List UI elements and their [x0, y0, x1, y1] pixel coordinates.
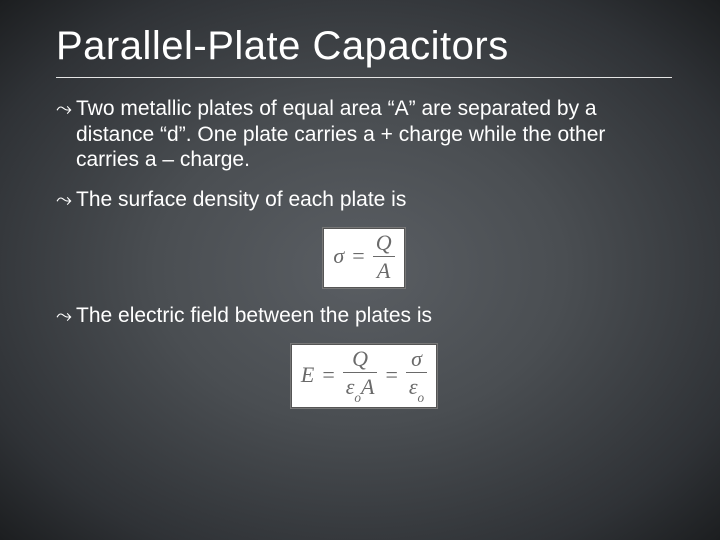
eq-numerator: Q: [349, 347, 371, 370]
slide-title: Parallel-Plate Capacitors: [56, 24, 672, 69]
bullet-item-1: ⤳ Two metallic plates of equal area “A” …: [56, 96, 672, 173]
bullet-text: The surface density of each plate is: [76, 187, 672, 213]
bullet-glyph-icon: ⤳: [56, 187, 72, 213]
eq-denominator: A: [374, 259, 393, 282]
eq-numerator: Q: [373, 231, 395, 254]
bullet-item-3: ⤳ The electric field between the plates …: [56, 303, 672, 329]
equation-efield: E = Q εoA = σ εo: [290, 343, 438, 409]
bullet-item-2: ⤳ The surface density of each plate is: [56, 187, 672, 213]
eq-numerator: σ: [408, 347, 425, 370]
eq-symbol-sigma: σ: [333, 245, 344, 267]
eq-fraction-bar: [343, 372, 378, 373]
bullet-glyph-icon: ⤳: [56, 96, 72, 122]
eq-fraction: Q A: [373, 231, 395, 282]
equation-1-wrap: σ = Q A: [56, 227, 672, 289]
eq-equals: =: [383, 364, 399, 386]
slide: Parallel-Plate Capacitors ⤳ Two metallic…: [0, 0, 720, 447]
eq-equals: =: [350, 245, 366, 267]
eq-denominator: εo: [406, 375, 427, 402]
eq-fraction: σ εo: [406, 347, 427, 402]
equation-2-wrap: E = Q εoA = σ εo: [56, 343, 672, 409]
eq-equals: =: [320, 364, 336, 386]
eq-fraction: Q εoA: [343, 347, 378, 402]
bullet-text: The electric field between the plates is: [76, 303, 672, 329]
equation-sigma: σ = Q A: [322, 227, 405, 289]
eq-fraction-bar: [406, 372, 427, 373]
eq-denominator: εoA: [343, 375, 378, 402]
bullet-text: Two metallic plates of equal area “A” ar…: [76, 96, 672, 173]
eq-symbol-E: E: [301, 364, 314, 386]
eq-fraction-bar: [373, 256, 395, 257]
bullet-glyph-icon: ⤳: [56, 303, 72, 329]
title-underline: [56, 77, 672, 78]
